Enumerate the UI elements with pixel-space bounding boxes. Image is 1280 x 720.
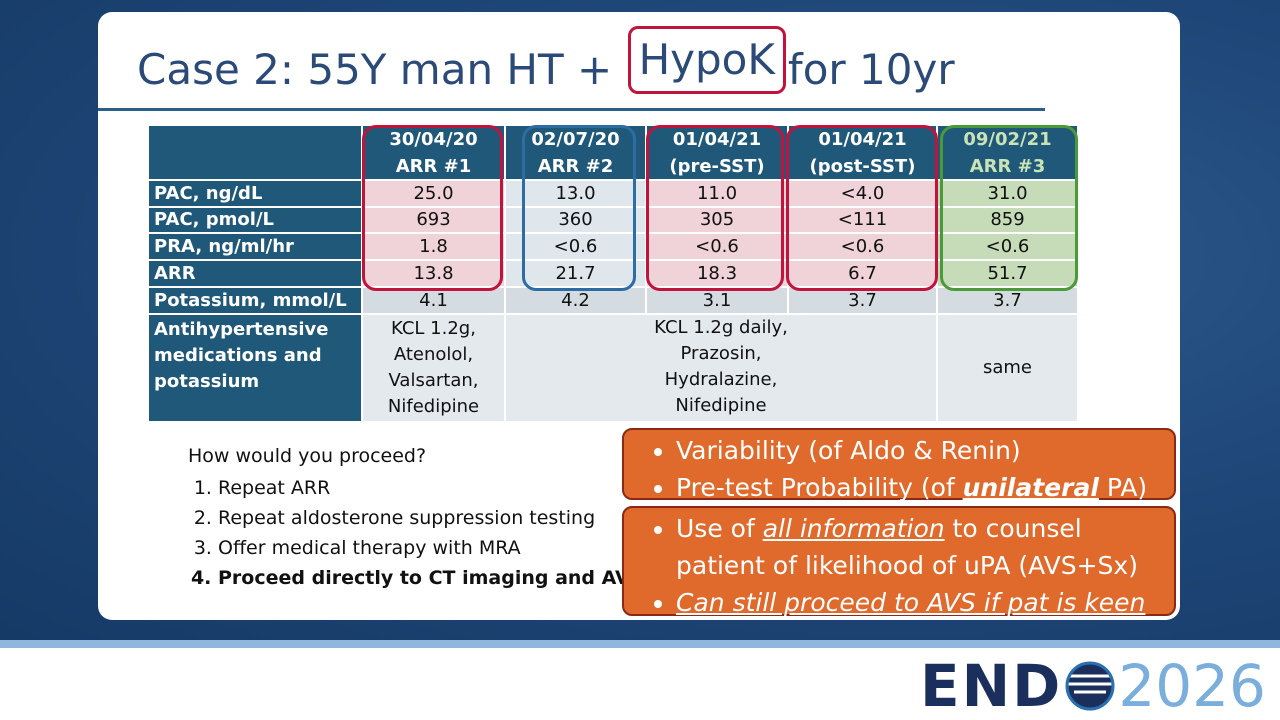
bullet-list: Variability (of Aldo & Renin) Pre-test Pr… <box>676 432 1160 506</box>
bullet: Pre-test Probability (of unilateral PA) <box>676 469 1160 506</box>
footer-band <box>0 640 1280 648</box>
cell-line: Nifedipine <box>387 396 480 417</box>
row-label: PAC, pmol/L <box>149 208 361 232</box>
table-cell: <0.6 <box>938 234 1077 259</box>
cell-line: KCL 1.2g, <box>391 318 476 339</box>
option: Offer medical therapy with MRA <box>218 533 643 563</box>
table-cell: 4.2 <box>506 288 645 313</box>
header-text: (post-SST) <box>809 155 916 177</box>
bullet-text: to counsel patient of likelihood of uPA … <box>676 514 1138 580</box>
cell-line: Hydralazine, <box>664 369 778 390</box>
header-text: ARR #1 <box>395 155 472 177</box>
bullet-text: all information <box>762 514 945 543</box>
header-cell: 01/04/21 (post-SST) <box>789 126 936 179</box>
highlight-outline <box>522 125 636 291</box>
cell-line: Nifedipine <box>675 395 767 416</box>
table-cell: KCL 1.2g daily, Prazosin, Hydralazine, Nife… <box>506 315 936 421</box>
label-line: potassium <box>154 371 260 392</box>
bullet: Use of all information to counsel patien… <box>676 510 1160 584</box>
table-cell: 25.0 <box>363 181 504 206</box>
row-label: PRA, ng/ml/hr <box>149 234 361 259</box>
table-cell: 18.3 <box>647 261 787 286</box>
title-text: for 10yr <box>787 45 955 94</box>
logo-text: END <box>920 652 1063 720</box>
table-cell: <0.6 <box>789 234 936 259</box>
row-label: PAC, ng/dL <box>149 181 361 206</box>
question: How would you proceed? <box>188 445 427 467</box>
logo: END 2026 <box>920 652 1266 720</box>
logo-globe <box>1065 661 1115 711</box>
table-cell: 13.8 <box>363 261 504 286</box>
bullet-text: unilateral <box>962 473 1099 502</box>
table-cell: KCL 1.2g, Atenolol, Valsartan, Nifedipine <box>363 315 504 421</box>
highlight-outline <box>362 125 503 291</box>
header-text: 09/02/21 <box>963 128 1052 150</box>
title-text: Case 2: 55Y man HT + <box>137 45 613 94</box>
table-cell: 51.7 <box>938 261 1077 286</box>
table-cell: 3.1 <box>647 288 787 313</box>
options: Repeat ARRRepeat aldosterone suppression… <box>188 473 643 593</box>
row-label: ARR <box>149 261 361 286</box>
table-cell: 3.7 <box>789 288 936 313</box>
option: Repeat aldosterone suppression testing <box>218 503 643 533</box>
table-cell: <0.6 <box>647 234 787 259</box>
bullet-text: Use of <box>676 514 763 543</box>
table-cell: 4.1 <box>363 288 504 313</box>
header-cell: 09/02/21 ARR #3 <box>938 126 1077 179</box>
table-cell: 305 <box>647 208 787 232</box>
bullet-text: Variability (of Aldo & Renin) <box>676 436 1021 465</box>
highlight-outline <box>786 125 938 291</box>
title-highlight: HypoK <box>627 26 786 94</box>
header-text: 30/04/20 <box>389 128 478 150</box>
table-cell: 6.7 <box>789 261 936 286</box>
table-cell: 13.0 <box>506 181 645 206</box>
cell-line: KCL 1.2g daily, <box>654 317 788 338</box>
table-cell: 693 <box>363 208 504 232</box>
bullet-list: Use of all information to counsel patien… <box>676 510 1160 621</box>
header-text: (pre-SST) <box>669 155 765 177</box>
cell-line: same <box>982 357 1033 378</box>
table-cell: 3.7 <box>938 288 1077 313</box>
table-cell: 11.0 <box>647 181 787 206</box>
bullet-text: PA) <box>1098 473 1148 502</box>
table-cell: 859 <box>938 208 1077 232</box>
highlight-outline <box>646 125 784 291</box>
bullet: Variability (of Aldo & Renin) <box>676 432 1160 469</box>
table-cell: 31.0 <box>938 181 1077 206</box>
option: Proceed directly to CT imaging and AVS <box>218 563 643 593</box>
table-cell: same <box>938 315 1077 421</box>
header-text: 01/04/21 <box>672 128 762 150</box>
header-text: 01/04/21 <box>818 128 907 150</box>
bullet-text: Can still proceed to AVS if pat is keen <box>676 588 1146 617</box>
row-label: Potassium, mmol/L <box>149 288 361 313</box>
row-label: Antihypertensive medications and potassium <box>149 315 361 421</box>
highlight-outline <box>940 125 1078 291</box>
logo-text: 2026 <box>1118 652 1266 720</box>
label-line: medications and <box>154 345 322 366</box>
header-cell: 01/04/21 (pre-SST) <box>647 126 787 179</box>
cell-line: Valsartan, <box>388 370 479 391</box>
table-cell: 21.7 <box>506 261 645 286</box>
header-cell <box>149 126 361 179</box>
header-text: 02/07/20 <box>531 128 620 150</box>
table-cell: <111 <box>789 208 936 232</box>
title-rule <box>98 108 1045 111</box>
title: Case 2: 55Y man HT + HypoK for 10yr <box>137 26 955 104</box>
cell-line: Atenolol, <box>393 344 474 365</box>
table-cell: <0.6 <box>506 234 645 259</box>
callout: Use of all information to counsel patien… <box>622 506 1176 617</box>
table-cell: 360 <box>506 208 645 232</box>
cell-line: Prazosin, <box>680 343 762 364</box>
table-cell: <4.0 <box>789 181 936 206</box>
callout: Variability (of Aldo & Renin) Pre-test Pr… <box>622 428 1176 502</box>
bullet: Can still proceed to AVS if pat is keen <box>676 584 1160 621</box>
option: Repeat ARR <box>218 473 643 503</box>
label-line: Antihypertensive <box>154 319 329 340</box>
header-cell: 30/04/20 ARR #1 <box>363 126 504 179</box>
bullet-text: Pre-test Probability (of <box>676 473 963 502</box>
header-text: ARR #2 <box>537 155 614 177</box>
table-cell: 1.8 <box>363 234 504 259</box>
header-text: ARR #3 <box>969 155 1046 177</box>
